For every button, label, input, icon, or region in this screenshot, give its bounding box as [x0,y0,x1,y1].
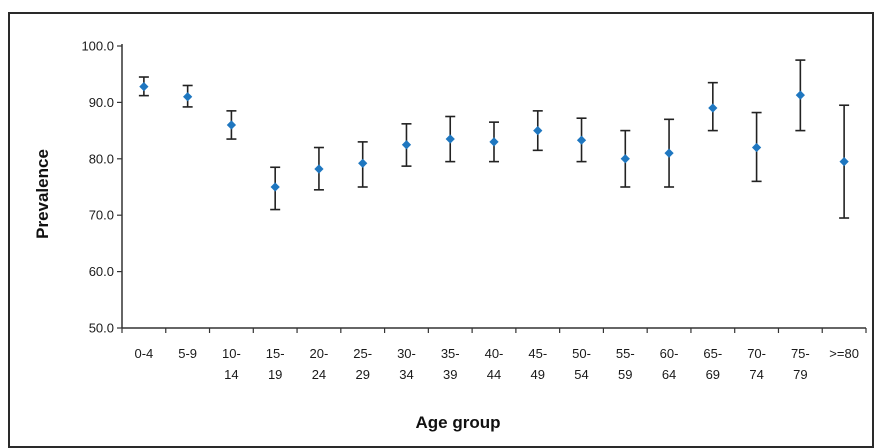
x-tick-label: 30-34 [397,346,416,382]
axes [117,44,867,333]
x-tick-label: 25-29 [353,346,372,382]
data-point [751,142,762,153]
data-point [401,140,412,150]
data-point [533,125,543,136]
x-tick-label: 60-64 [660,346,679,382]
data-points [139,81,849,192]
x-tick-label: 15-19 [266,346,285,382]
y-axis-title: Prevalence [33,149,52,239]
x-tick-label: >=80 [829,346,859,361]
y-tick-label: 100.0 [81,39,114,54]
data-point [226,120,237,130]
x-tick-label: 35-39 [441,346,460,382]
y-tick-label: 80.0 [89,151,114,166]
x-tick-label: 5-9 [178,346,197,361]
data-point [489,137,499,147]
x-tick-label: 45-49 [528,346,547,382]
data-point [445,134,455,144]
data-point [139,81,149,92]
y-tick-label: 60.0 [89,264,114,279]
x-tick-label: 10-14 [222,346,241,382]
x-tick-label: 75-79 [791,346,810,382]
chart-frame: 50.0 60.0 70.0 80.0 90.0 100.0 0-4 5-9 10-14 15-… [8,12,874,448]
data-point [314,164,324,174]
x-tick-labels: 0-4 5-9 10-14 15-19 20-24 25-29 30-34 35-39 40-4… [134,346,858,382]
data-point [795,90,805,100]
data-point [839,156,849,167]
x-tick-label: 0-4 [134,346,153,361]
data-point [708,103,718,113]
y-tick-label: 90.0 [89,95,114,110]
data-point [183,92,193,102]
x-tick-label: 70-74 [747,346,766,382]
data-point [270,182,280,192]
y-tick-label: 70.0 [89,208,114,223]
x-tick-label: 50-54 [572,346,591,382]
x-tick-label: 65-69 [703,346,722,382]
y-tick-labels: 50.0 60.0 70.0 80.0 90.0 100.0 [81,39,114,336]
y-tick-label: 50.0 [89,321,114,336]
data-point [620,154,630,164]
x-tick-label: 55-59 [616,346,635,382]
x-axis-title: Age group [416,413,501,432]
data-point [664,148,674,158]
data-point [576,135,587,145]
x-tick-label: 20-24 [310,346,329,382]
prevalence-chart: 50.0 60.0 70.0 80.0 90.0 100.0 0-4 5-9 10-14 15-… [33,39,867,432]
data-point [358,158,368,168]
x-tick-label: 40-44 [485,346,504,382]
